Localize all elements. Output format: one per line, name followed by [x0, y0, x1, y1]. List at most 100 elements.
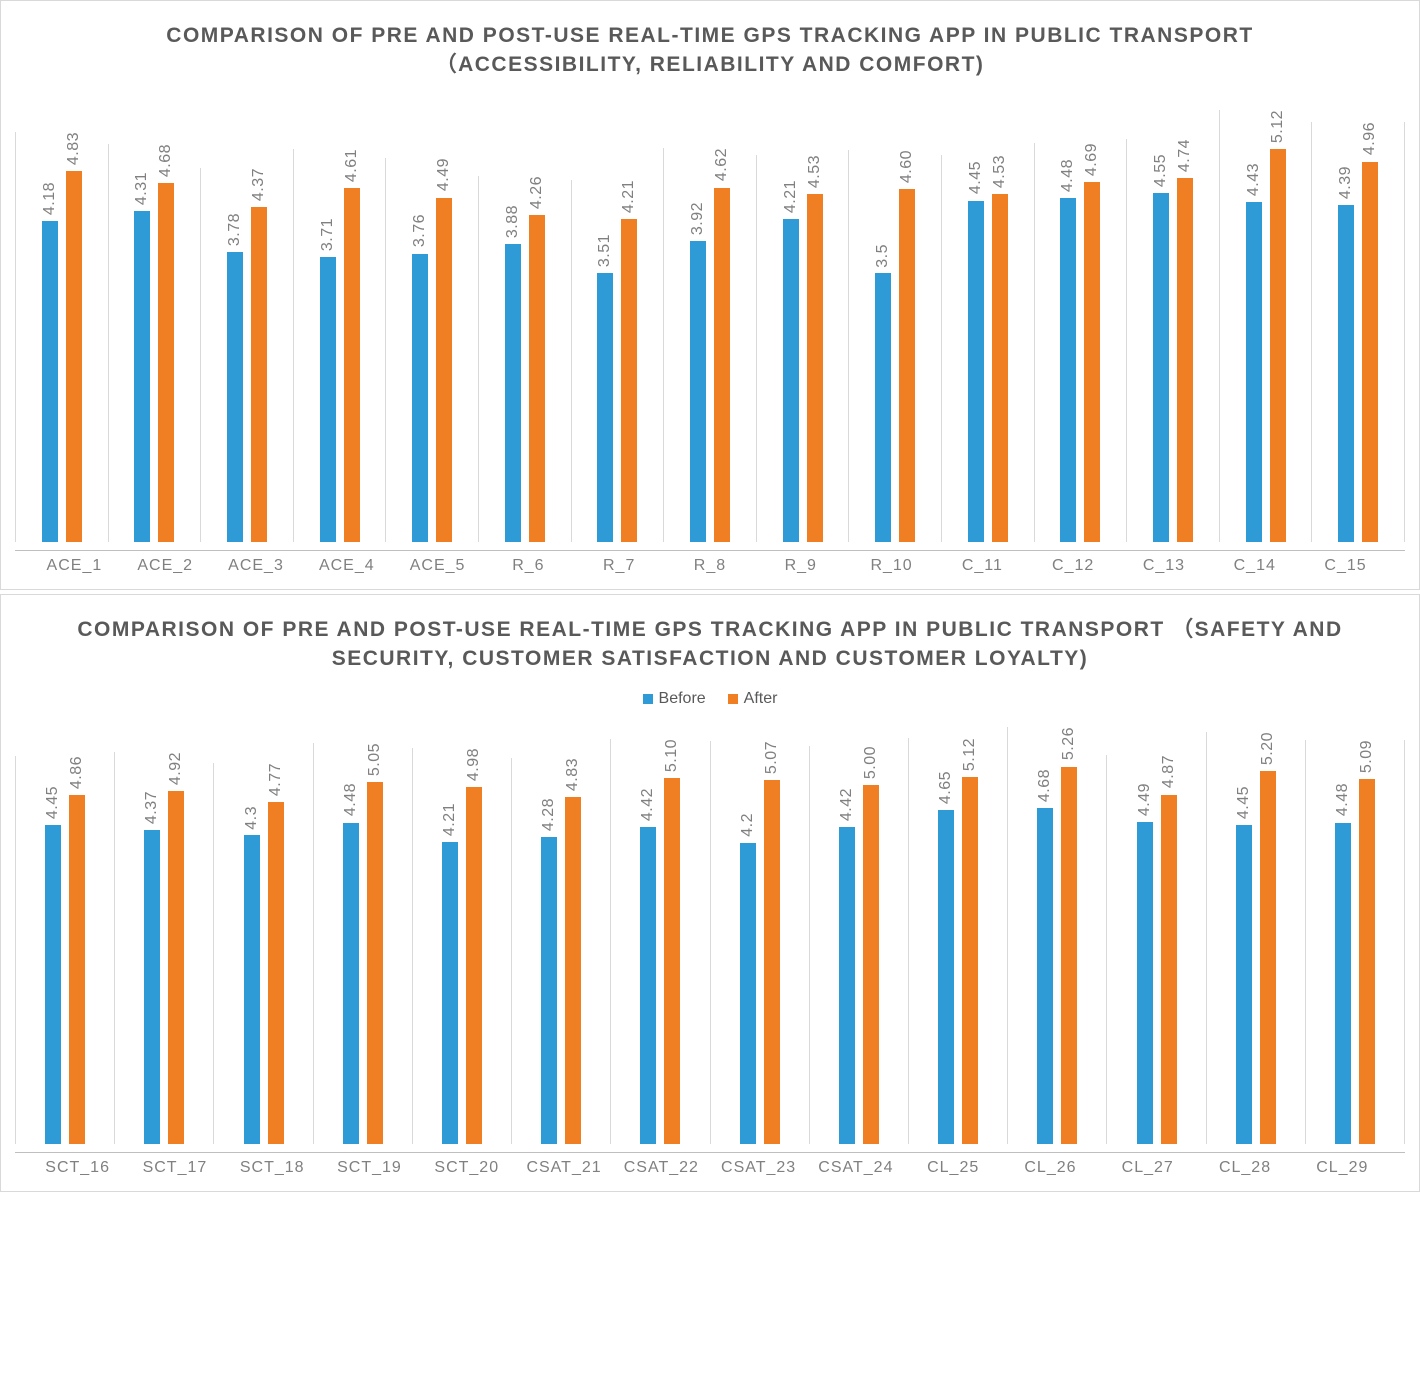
- x-tick-label: SCT_18: [224, 1159, 321, 1177]
- bar-after: 4.83: [65, 132, 83, 541]
- bar-before: 4.45: [1235, 786, 1253, 1144]
- bar-before: 4.3: [243, 806, 261, 1144]
- bar-after: 4.61: [343, 149, 361, 542]
- bar-before: 4.39: [1337, 166, 1355, 542]
- chart-2-plot: 4.454.864.374.924.34.774.485.054.214.984…: [1, 722, 1419, 1152]
- bar-before: 4.21: [782, 180, 800, 542]
- bar-before: 4.31: [133, 172, 151, 542]
- bar-after: 4.83: [564, 758, 582, 1143]
- bar-value-label: 5.00: [862, 746, 880, 779]
- bar-after: 4.74: [1176, 139, 1194, 542]
- bar-value-label: 4.87: [1160, 755, 1178, 788]
- bar-value-label: 4.42: [838, 788, 856, 821]
- bar-value-label: 4.3: [243, 806, 261, 830]
- bar-rect-before: [442, 842, 458, 1144]
- x-tick-label: R_7: [574, 557, 665, 575]
- bar-rect-after: [1362, 162, 1378, 542]
- bar-value-label: 4.60: [898, 150, 916, 183]
- x-tick-label: C_15: [1300, 557, 1391, 575]
- bar-rect-before: [640, 827, 656, 1144]
- bar-after: 4.98: [465, 748, 483, 1144]
- bar-before: 4.45: [44, 786, 62, 1144]
- bar-value-label: 4.42: [639, 788, 657, 821]
- bar-after: 4.92: [167, 752, 185, 1144]
- bar-rect-after: [621, 219, 637, 542]
- bar-value-label: 4.65: [937, 771, 955, 804]
- bar-before: 4.43: [1245, 163, 1263, 542]
- bar-rect-after: [529, 215, 545, 542]
- bar-rect-before: [1338, 205, 1354, 542]
- bar-after: 5.12: [1269, 110, 1287, 542]
- bar-after: 4.77: [267, 763, 285, 1144]
- bar-after: 4.37: [250, 168, 268, 542]
- bar-group: 4.485.09: [1305, 740, 1405, 1144]
- bar-value-label: 3.92: [689, 202, 707, 235]
- bar-rect-after: [436, 198, 452, 542]
- bar-value-label: 4.48: [1059, 159, 1077, 192]
- bar-rect-before: [244, 835, 260, 1143]
- bar-value-label: 4.68: [157, 144, 175, 177]
- x-tick-label: CL_27: [1099, 1159, 1196, 1177]
- legend-swatch-before: [643, 694, 653, 704]
- bar-rect-after: [764, 780, 780, 1143]
- bar-rect-before: [134, 211, 150, 541]
- bar-group: 4.394.96: [1311, 122, 1405, 541]
- bar-value-label: 4.77: [267, 763, 285, 796]
- bar-before: 4.42: [838, 788, 856, 1144]
- chart-panel-2: COMPARISON OF PRE AND POST-USE REAL-TIME…: [0, 594, 1420, 1192]
- bar-value-label: 3.78: [226, 213, 244, 246]
- bar-rect-before: [343, 823, 359, 1144]
- bar-after: 4.69: [1083, 143, 1101, 542]
- bar-rect-after: [565, 797, 581, 1143]
- bar-rect-after: [251, 207, 267, 542]
- bar-value-label: 3.51: [596, 234, 614, 267]
- bar-value-label: 4.61: [343, 149, 361, 182]
- legend-item-before: Before: [643, 690, 706, 708]
- bar-rect-before: [144, 830, 160, 1143]
- bar-after: 4.68: [157, 144, 175, 542]
- legend-label-before: Before: [659, 690, 706, 708]
- bar-value-label: 3.76: [411, 214, 429, 247]
- bar-before: 4.49: [1136, 783, 1154, 1144]
- x-tick-label: CL_29: [1294, 1159, 1391, 1177]
- x-tick-label: SCT_19: [321, 1159, 418, 1177]
- bar-value-label: 4.68: [1036, 769, 1054, 802]
- bar-value-label: 4.21: [620, 180, 638, 213]
- chart-2-title: COMPARISON OF PRE AND POST-USE REAL-TIME…: [1, 595, 1419, 684]
- bar-value-label: 4.45: [1235, 786, 1253, 819]
- x-tick-label: CL_25: [905, 1159, 1002, 1177]
- bar-before: 3.88: [504, 205, 522, 542]
- bar-before: 4.37: [143, 791, 161, 1143]
- bar-rect-before: [783, 219, 799, 542]
- bar-rect-before: [1037, 808, 1053, 1143]
- bar-rect-before: [42, 221, 58, 541]
- bar-rect-after: [1177, 178, 1193, 541]
- chart-1-title: COMPARISON OF PRE AND POST-USE REAL-TIME…: [1, 1, 1419, 90]
- bar-value-label: 4.43: [1245, 163, 1263, 196]
- bar-value-label: 5.07: [763, 741, 781, 774]
- bar-value-label: 5.12: [961, 738, 979, 771]
- bar-value-label: 5.05: [366, 743, 384, 776]
- bar-rect-after: [367, 782, 383, 1144]
- bar-rect-after: [992, 194, 1008, 541]
- bar-value-label: 3.88: [504, 205, 522, 238]
- bar-value-label: 3.5: [874, 244, 892, 268]
- bar-before: 4.48: [342, 783, 360, 1143]
- bar-after: 5.07: [763, 741, 781, 1143]
- bar-group: 4.284.83: [511, 758, 610, 1143]
- bar-after: 4.53: [991, 155, 1009, 541]
- bar-value-label: 4.45: [967, 161, 985, 194]
- bar-before: 3.71: [319, 218, 337, 542]
- x-tick-label: R_10: [846, 557, 937, 575]
- bar-before: 3.5: [874, 244, 892, 542]
- bar-group: 4.65 5.12: [908, 738, 1007, 1144]
- bar-group: 3.884.26: [478, 176, 571, 542]
- bar-rect-after: [1061, 767, 1077, 1144]
- bar-value-label: 5.20: [1259, 732, 1277, 765]
- bar-after: 5.00: [862, 746, 880, 1143]
- bar-group: 4.48 4.69: [1034, 143, 1127, 542]
- x-tick-label: C_13: [1119, 557, 1210, 575]
- bar-value-label: 5.10: [663, 739, 681, 772]
- bar-before: 3.78: [226, 213, 244, 542]
- bar-after: 5.20: [1259, 732, 1277, 1144]
